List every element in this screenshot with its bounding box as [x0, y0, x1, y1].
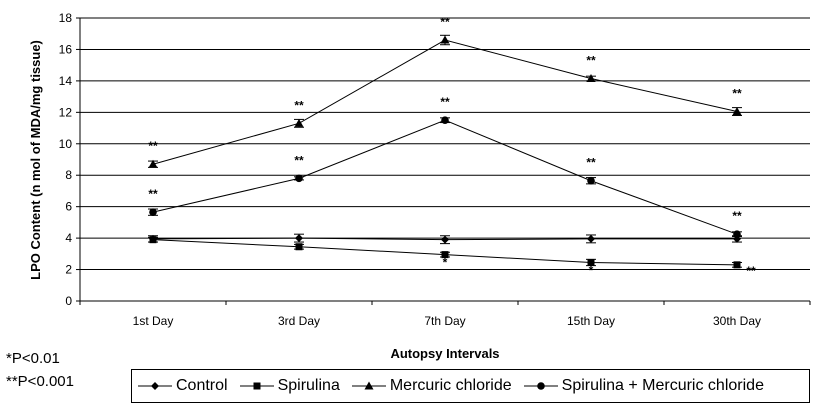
- y-tick-label: 2: [65, 263, 72, 277]
- significance-label: **: [732, 87, 742, 101]
- y-tick-label: 10: [59, 137, 73, 151]
- data-point: [295, 234, 303, 243]
- significance-label: **: [586, 156, 596, 170]
- legend-item: Spirulina: [239, 377, 340, 395]
- gridlines: [80, 17, 810, 271]
- y-tick-label: 16: [59, 42, 73, 56]
- legend-item: Mercuric chloride: [351, 377, 512, 395]
- significance-label: **: [732, 209, 742, 223]
- significance-label: *: [443, 256, 448, 270]
- x-axis-label: Autopsy Intervals: [390, 346, 499, 361]
- data-point: [441, 235, 449, 244]
- axes: [79, 18, 810, 302]
- legend-label: Control: [176, 377, 228, 394]
- legend-swatch: [239, 382, 274, 390]
- legend-item: Control: [138, 377, 228, 395]
- data-point: [586, 74, 596, 83]
- y-axis-ticks: 0 2 4 6 8 10 12 14 16 18: [59, 11, 80, 308]
- legend-label: Mercuric chloride: [389, 377, 512, 394]
- series-circle: ** ** ** ** **: [148, 95, 742, 238]
- data-point: [733, 261, 741, 269]
- legend-marker: [253, 382, 261, 390]
- data-point: [587, 176, 595, 185]
- data-point: [149, 208, 157, 216]
- x-axis-ticks: 1st Day 3rd Day 7th Day 15th Day 30th Day: [79, 301, 811, 328]
- y-tick-label: 4: [65, 231, 72, 245]
- series-diamond: [148, 233, 742, 245]
- significance-label: **: [440, 95, 450, 109]
- data-point: [732, 107, 742, 116]
- significance-note-1: *P<0.01: [6, 350, 60, 367]
- significance-label: **: [294, 98, 304, 112]
- legend-marker: [151, 382, 159, 390]
- series-line: [152, 119, 738, 235]
- data-point: [587, 258, 595, 266]
- x-tick-label: 1st Day: [133, 314, 174, 328]
- y-tick-label: 12: [59, 105, 73, 119]
- series-triangle: ** ** ** ** **: [148, 15, 742, 168]
- legend-swatch: [351, 381, 386, 390]
- legend-swatch: [138, 382, 172, 390]
- legend-swatch: [523, 382, 558, 390]
- data-point: [441, 251, 449, 259]
- significance-label: **: [440, 15, 450, 29]
- legend: Control Spirulina Mercuric chloride Spiruli…: [131, 369, 810, 403]
- data-point: [149, 236, 157, 244]
- lpo-line-chart: 0 2 4 6 8 10 12 14 16 18 1st Day 3rd Day 7th Day 15t…: [28, 11, 811, 361]
- data-point: [148, 159, 158, 168]
- data-point: [733, 230, 741, 238]
- legend-item: Spirulina + Mercuric chloride: [523, 377, 764, 395]
- x-tick-label: 30th Day: [713, 314, 761, 328]
- y-axis-label: LPO Content (n mol of MDA/mg tissue): [28, 40, 43, 280]
- significance-label: *: [589, 263, 594, 277]
- y-tick-label: 18: [59, 11, 73, 25]
- series-square: ** **: [148, 236, 756, 278]
- y-tick-label: 6: [65, 200, 72, 214]
- y-tick-label: 8: [65, 168, 72, 182]
- legend-label: Spirulina + Mercuric chloride: [561, 377, 764, 394]
- data-point: [587, 234, 595, 243]
- significance-label: **: [148, 139, 158, 153]
- data-point: [294, 118, 304, 127]
- significance-label: **: [148, 187, 158, 201]
- data-point: [295, 243, 303, 251]
- data-point: [440, 35, 450, 44]
- y-tick-label: 0: [65, 294, 72, 308]
- legend-marker: [536, 382, 545, 390]
- significance-label: **: [586, 54, 596, 68]
- data-point: [441, 116, 449, 124]
- x-tick-label: 3rd Day: [278, 314, 320, 328]
- legend-marker: [364, 381, 374, 390]
- significance-note-2: **P<0.001: [6, 373, 74, 390]
- x-tick-label: 15th Day: [567, 314, 615, 328]
- y-tick-label: 14: [59, 74, 73, 88]
- x-tick-label: 7th Day: [424, 314, 465, 328]
- series-group: ** **********************: [148, 15, 756, 278]
- legend-label: Spirulina: [277, 377, 340, 394]
- data-point: [295, 174, 303, 183]
- significance-label: **: [746, 264, 756, 278]
- significance-label: **: [294, 153, 304, 167]
